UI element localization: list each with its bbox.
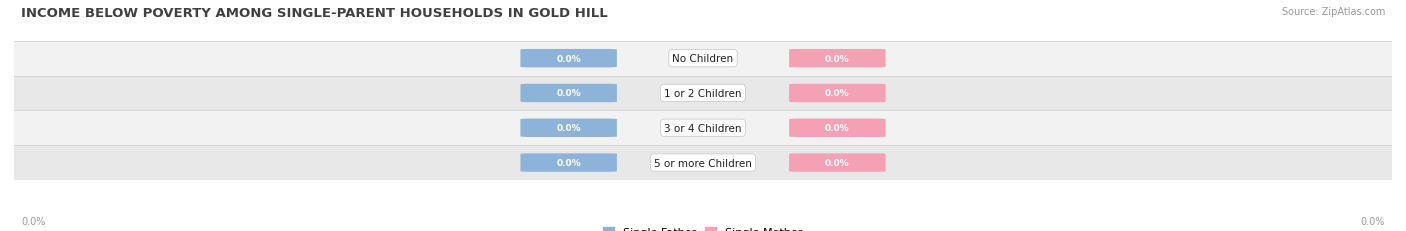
FancyBboxPatch shape (520, 154, 617, 172)
FancyBboxPatch shape (520, 50, 617, 68)
Text: 5 or more Children: 5 or more Children (654, 158, 752, 168)
Text: 0.0%: 0.0% (1361, 216, 1385, 226)
Text: 0.0%: 0.0% (825, 55, 849, 63)
Bar (14, 146, 1392, 180)
Text: 0.0%: 0.0% (825, 158, 849, 167)
Text: 0.0%: 0.0% (21, 216, 45, 226)
Text: 0.0%: 0.0% (825, 89, 849, 98)
Text: 0.0%: 0.0% (825, 124, 849, 133)
Text: 0.0%: 0.0% (557, 124, 581, 133)
Bar (14, 42, 1392, 76)
FancyBboxPatch shape (789, 50, 886, 68)
Text: Source: ZipAtlas.com: Source: ZipAtlas.com (1281, 7, 1385, 17)
Text: 0.0%: 0.0% (557, 55, 581, 63)
Bar (14, 111, 1392, 146)
Text: 3 or 4 Children: 3 or 4 Children (664, 123, 742, 133)
Text: 0.0%: 0.0% (557, 158, 581, 167)
Bar (14, 76, 1392, 111)
Legend: Single Father, Single Mother: Single Father, Single Mother (603, 227, 803, 231)
FancyBboxPatch shape (520, 119, 617, 137)
Text: INCOME BELOW POVERTY AMONG SINGLE-PARENT HOUSEHOLDS IN GOLD HILL: INCOME BELOW POVERTY AMONG SINGLE-PARENT… (21, 7, 607, 20)
Text: 1 or 2 Children: 1 or 2 Children (664, 88, 742, 99)
Text: 0.0%: 0.0% (557, 89, 581, 98)
FancyBboxPatch shape (520, 84, 617, 103)
FancyBboxPatch shape (789, 154, 886, 172)
FancyBboxPatch shape (789, 84, 886, 103)
FancyBboxPatch shape (789, 119, 886, 137)
Text: No Children: No Children (672, 54, 734, 64)
